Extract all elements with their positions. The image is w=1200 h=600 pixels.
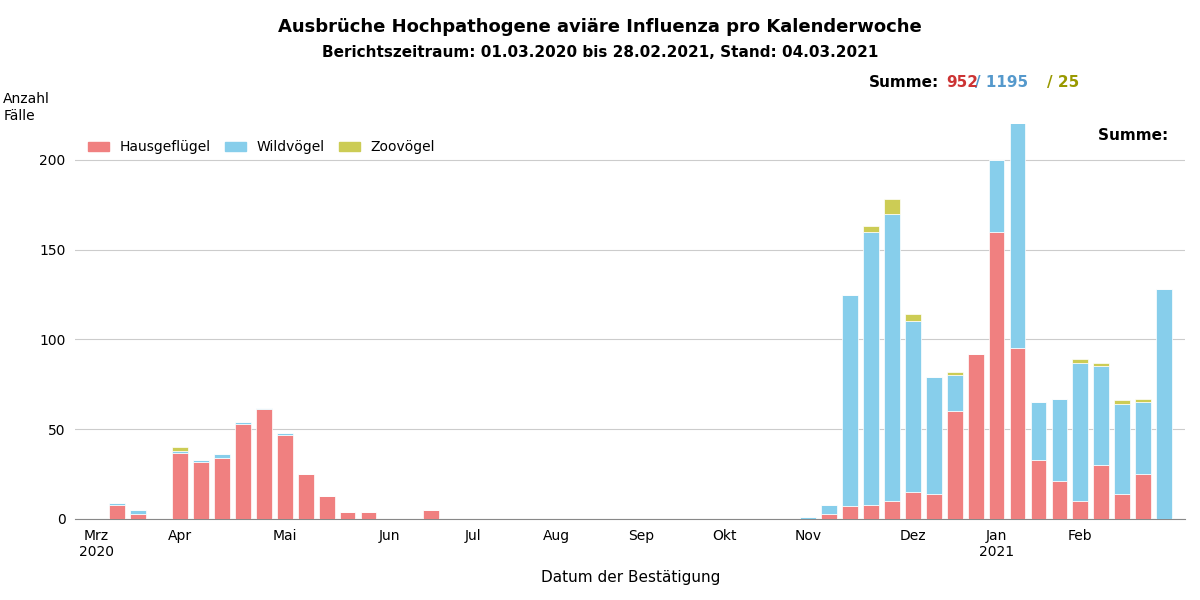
Text: 952: 952 bbox=[946, 75, 978, 90]
Bar bbox=[989, 160, 1004, 232]
Bar bbox=[947, 411, 962, 519]
Bar bbox=[109, 505, 125, 519]
Bar bbox=[863, 232, 878, 505]
Text: / 1195: / 1195 bbox=[976, 75, 1028, 90]
Bar bbox=[1073, 363, 1088, 501]
Bar bbox=[173, 447, 188, 451]
Bar bbox=[1009, 349, 1025, 519]
Bar bbox=[947, 372, 962, 376]
Bar bbox=[1115, 494, 1130, 519]
Bar bbox=[1073, 501, 1088, 519]
Bar bbox=[277, 433, 293, 434]
Bar bbox=[1093, 465, 1109, 519]
Text: Berichtszeitraum: 01.03.2020 bis 28.02.2021, Stand: 04.03.2021: Berichtszeitraum: 01.03.2020 bis 28.02.2… bbox=[322, 45, 878, 60]
Bar bbox=[214, 454, 230, 458]
Bar bbox=[1031, 402, 1046, 460]
Bar bbox=[1157, 289, 1172, 519]
Bar bbox=[109, 503, 125, 505]
X-axis label: Datum der Bestätigung: Datum der Bestätigung bbox=[540, 570, 720, 585]
Bar bbox=[131, 510, 146, 514]
Bar bbox=[1093, 367, 1109, 465]
Bar bbox=[319, 496, 335, 519]
Bar bbox=[235, 422, 251, 424]
Bar bbox=[298, 474, 313, 519]
Bar bbox=[1009, 67, 1025, 70]
Bar bbox=[884, 214, 900, 501]
Bar bbox=[926, 377, 942, 494]
Bar bbox=[905, 322, 920, 492]
Bar bbox=[863, 505, 878, 519]
Bar bbox=[821, 505, 836, 514]
Bar bbox=[1135, 402, 1151, 474]
Bar bbox=[1093, 363, 1109, 367]
Bar bbox=[884, 199, 900, 214]
Bar bbox=[193, 460, 209, 461]
Text: Summe:: Summe: bbox=[869, 75, 940, 90]
Bar bbox=[1031, 460, 1046, 519]
Bar bbox=[842, 506, 858, 519]
Bar bbox=[989, 232, 1004, 519]
Bar bbox=[1051, 398, 1067, 481]
Bar bbox=[1135, 398, 1151, 402]
Bar bbox=[193, 461, 209, 519]
Bar bbox=[821, 514, 836, 519]
Text: / 25: / 25 bbox=[1046, 75, 1079, 90]
Bar bbox=[1009, 70, 1025, 349]
Bar bbox=[235, 424, 251, 519]
Bar bbox=[361, 512, 377, 519]
Bar bbox=[926, 494, 942, 519]
Text: Ausbrüche Hochpathogene aviäre Influenza pro Kalenderwoche: Ausbrüche Hochpathogene aviäre Influenza… bbox=[278, 18, 922, 36]
Bar bbox=[1115, 404, 1130, 494]
Bar bbox=[131, 514, 146, 519]
Bar bbox=[905, 492, 920, 519]
Bar bbox=[842, 295, 858, 506]
Bar bbox=[256, 407, 271, 409]
Text: Anzahl
Fälle: Anzahl Fälle bbox=[4, 92, 50, 122]
Bar bbox=[800, 517, 816, 519]
Bar bbox=[1051, 481, 1067, 519]
Bar bbox=[905, 314, 920, 322]
Bar bbox=[256, 409, 271, 519]
Bar bbox=[424, 510, 439, 519]
Bar bbox=[173, 452, 188, 519]
Bar bbox=[277, 434, 293, 519]
Text: Summe:: Summe: bbox=[1098, 128, 1174, 143]
Bar bbox=[968, 354, 984, 519]
Bar bbox=[214, 458, 230, 519]
Bar bbox=[173, 451, 188, 452]
Legend: Hausgeflügel, Wildvögel, Zoovögel: Hausgeflügel, Wildvögel, Zoovögel bbox=[83, 135, 440, 160]
Bar bbox=[884, 501, 900, 519]
Bar bbox=[1073, 359, 1088, 363]
Bar bbox=[340, 512, 355, 519]
Bar bbox=[1115, 400, 1130, 404]
Bar bbox=[947, 376, 962, 411]
Bar bbox=[1135, 474, 1151, 519]
Bar bbox=[863, 226, 878, 232]
